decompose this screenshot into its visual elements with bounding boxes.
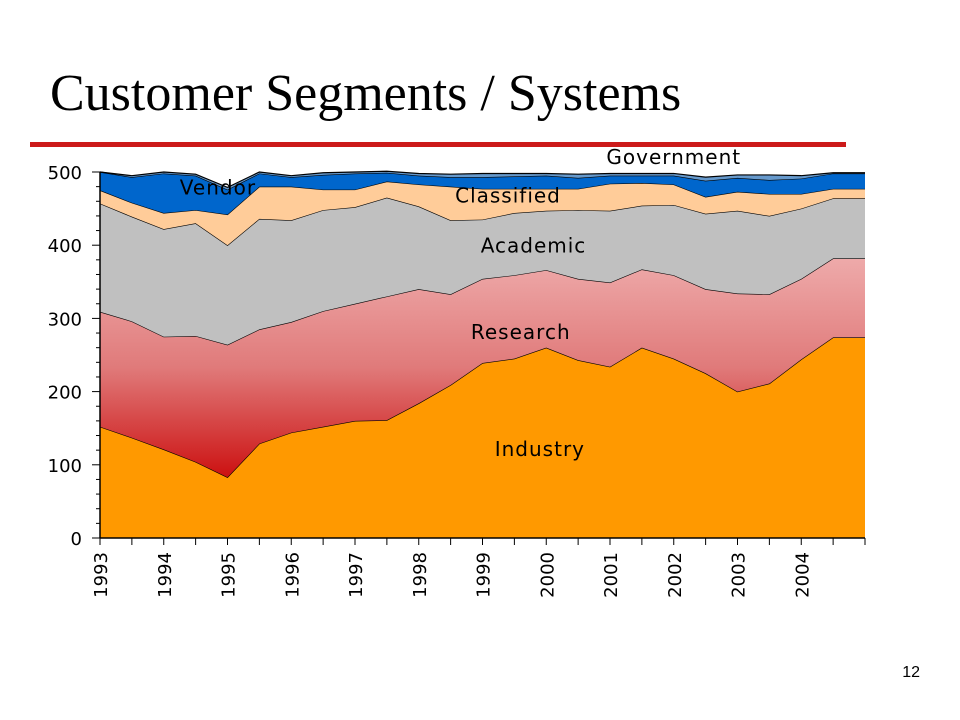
y-tick-label: 500 [48,163,82,184]
series-label-academic: Academic [481,234,587,258]
area-industry [100,337,865,538]
axes: 0 100 200 300 400 500 1993 1994 1995 1996 1997 1998… [48,163,866,598]
page-number: 12 [902,664,920,681]
y-tick-label: 300 [48,309,82,330]
x-tick-label: 1994 [155,552,176,598]
title-underline [30,142,846,147]
x-tick-label: 2004 [792,552,813,598]
y-tick-label: 0 [71,529,82,550]
x-tick-label: 1993 [91,552,112,598]
area-research [100,258,865,478]
x-tick-label: 1998 [410,552,431,598]
x-tick-label: 2002 [665,552,686,598]
x-tick-label: 2001 [601,552,622,598]
area-vendor [100,172,865,215]
series-label-research: Research [471,320,571,344]
x-tick-label: 2000 [537,552,558,598]
series-label-classified: Classified [455,184,561,208]
area-edge-government [99,170,865,189]
x-tick-label: 1996 [282,552,303,598]
x-tick-label: 1995 [219,552,240,598]
series-label-government: Government [606,145,741,169]
x-tick-label: 1999 [474,552,495,598]
x-tick-label: 2003 [729,552,750,598]
slide-title: Customer Segments / Systems [50,65,682,122]
y-tick-label: 200 [48,383,82,404]
series-label-vendor: Vendor [180,176,256,200]
x-tick-label: 1997 [346,552,367,598]
series-areas [99,170,865,538]
area-academic [100,197,865,345]
series-label-industry: Industry [495,437,585,461]
area-classified [100,181,865,246]
series-labels: Industry Research Academic Classified Vendor… [180,145,741,461]
y-tick-label: 100 [48,456,82,477]
y-tick-label: 400 [48,236,82,257]
